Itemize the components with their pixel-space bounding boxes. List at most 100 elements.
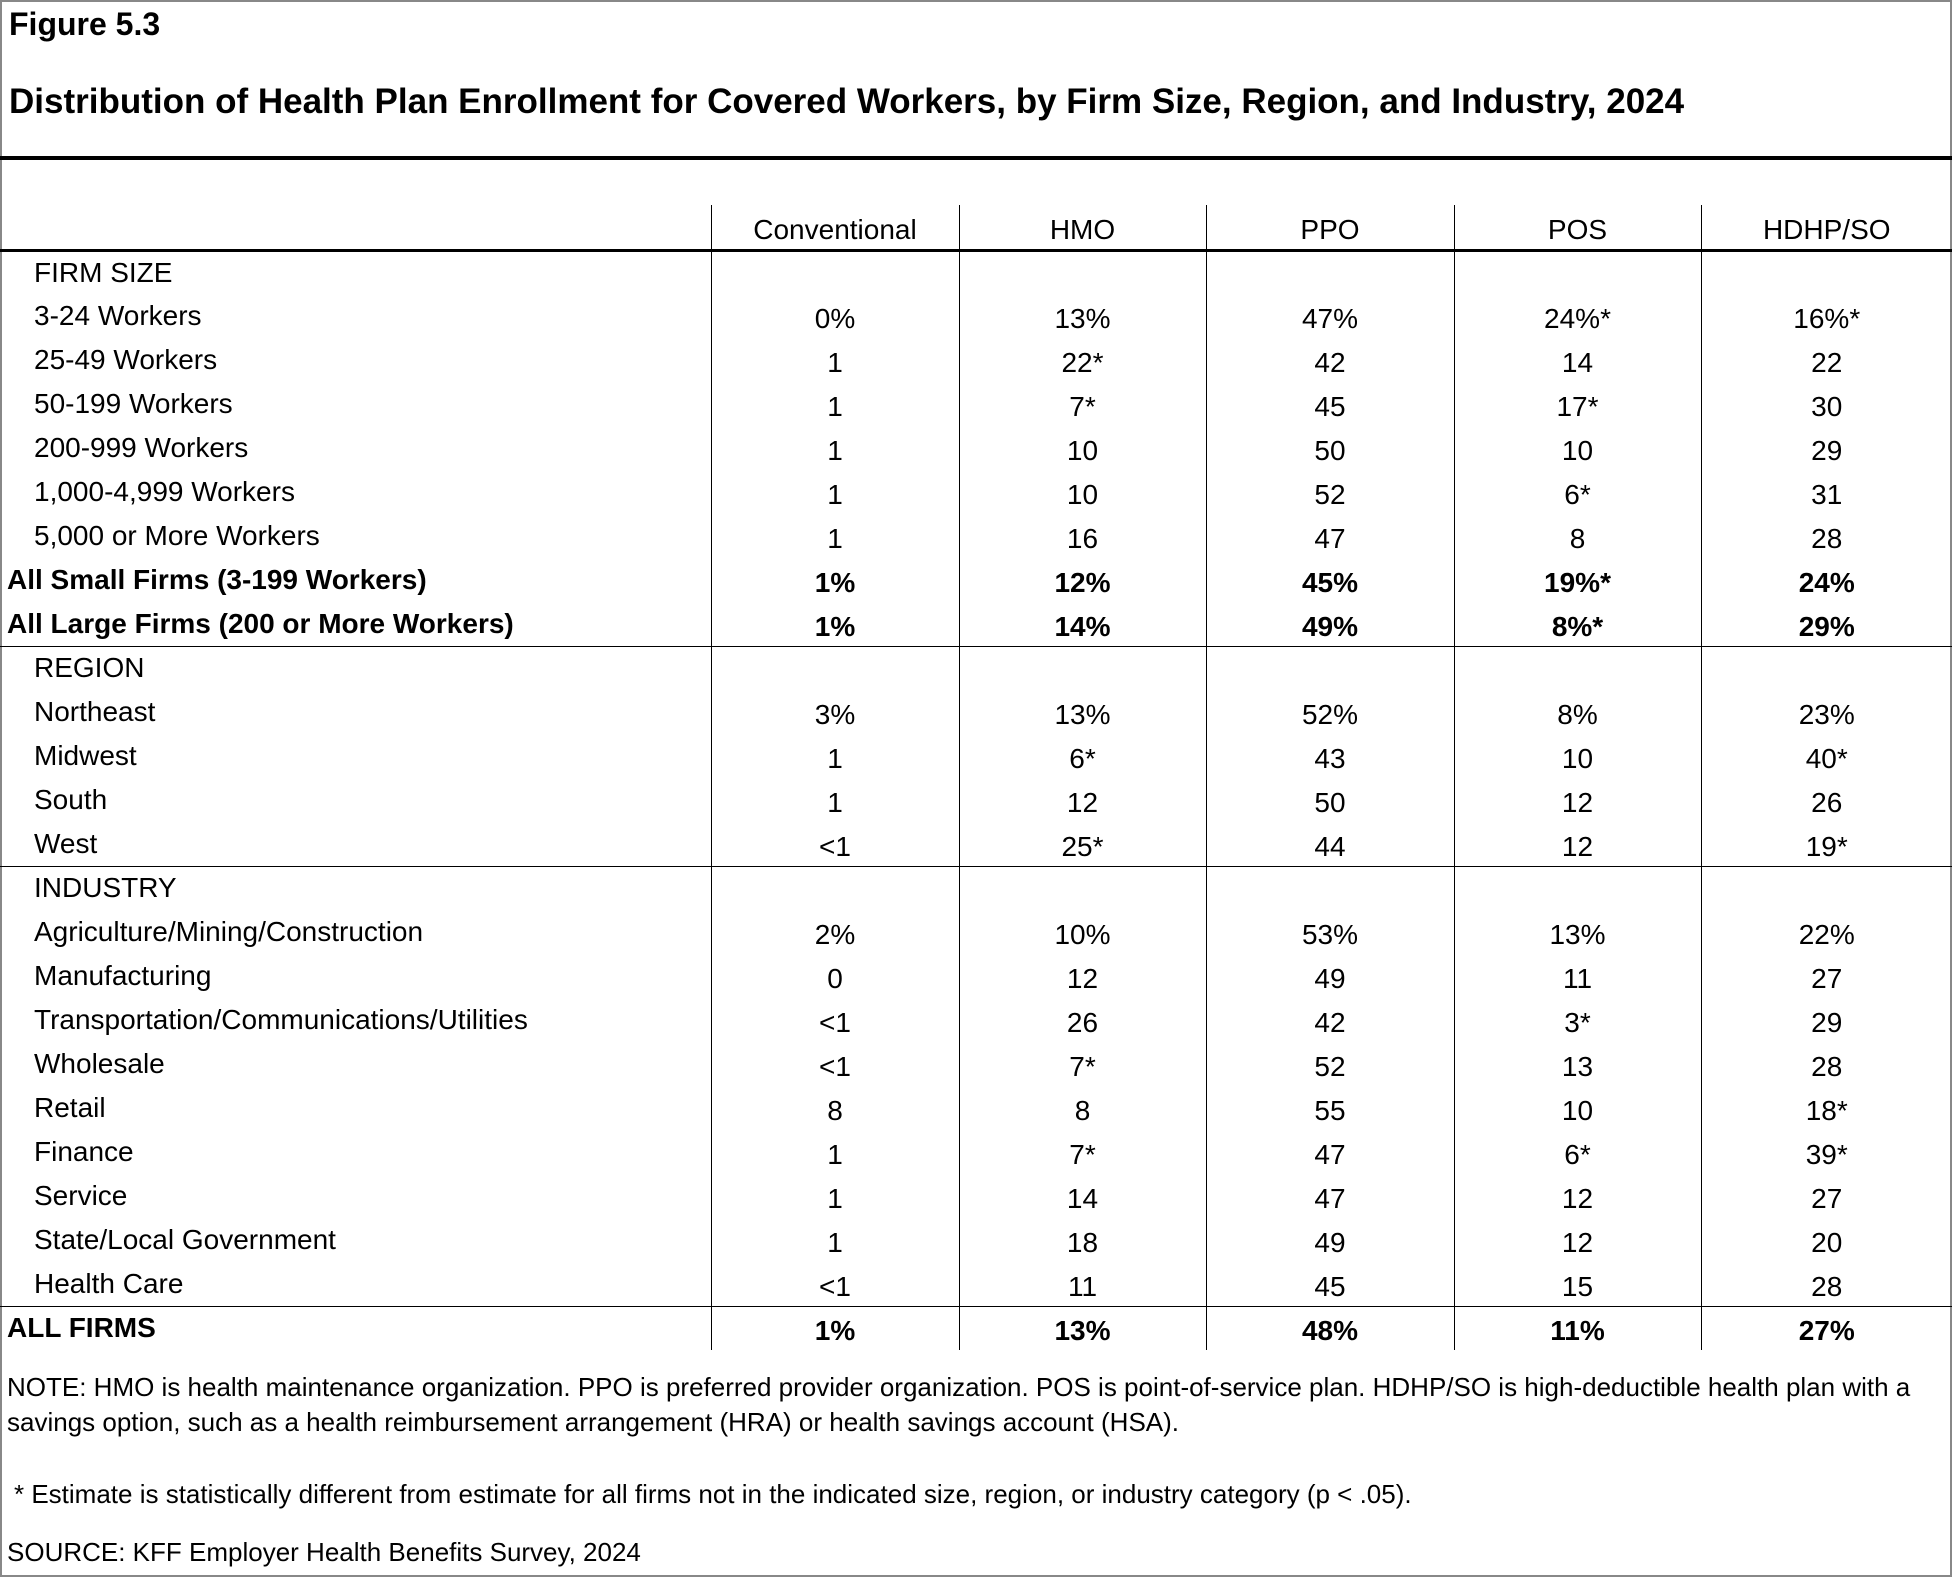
row-label: 50-199 Workers (34, 388, 233, 419)
cell-value: 13 (1453, 1042, 1701, 1086)
cell-value: 12 (1453, 1174, 1701, 1218)
cell-value: 17* (1453, 382, 1701, 426)
cell-value: 26 (958, 998, 1206, 1042)
cell-value: 12 (1453, 778, 1701, 822)
cell-value: 42 (1205, 338, 1454, 382)
row-label: State/Local Government (34, 1224, 336, 1255)
cell-value: 0% (710, 294, 959, 338)
table-row: All Small Firms (3-199 Workers) 1% 12% 45% 1… (0, 558, 1952, 602)
cell-value: 8 (710, 1086, 959, 1130)
cell-value (1205, 250, 1454, 294)
column-header: Conventional (710, 205, 959, 252)
cell-value: 28 (1700, 1262, 1952, 1306)
cell-value: 52 (1205, 1042, 1454, 1086)
cell-value: 40* (1700, 734, 1952, 778)
row-label: Wholesale (34, 1048, 165, 1079)
section-header-row: FIRM SIZE (0, 250, 1952, 294)
cell-value (1453, 865, 1701, 910)
cell-value: 49 (1205, 954, 1454, 998)
cell-value: 3* (1453, 998, 1701, 1042)
cell-value: 28 (1700, 1042, 1952, 1086)
table-row: Wholesale <1 7* 52 13 28 (0, 1042, 1952, 1086)
cell-value: 55 (1205, 1086, 1454, 1130)
cell-value: 8 (958, 1086, 1206, 1130)
cell-value: 45% (1205, 558, 1454, 602)
cell-value (1700, 645, 1952, 690)
table-row: 5,000 or More Workers 1 16 47 8 28 (0, 514, 1952, 558)
cell-value: 13% (1453, 910, 1701, 954)
table-row: ALL FIRMS 1% 13% 48% 11% 27% (0, 1305, 1952, 1350)
cell-value: 12 (1453, 822, 1701, 866)
table-header-row: Conventional HMO PPO POS HDHP/SO (0, 205, 1952, 252)
cell-value: 45 (1205, 382, 1454, 426)
cell-value: 50 (1205, 426, 1454, 470)
cell-value: 10 (958, 426, 1206, 470)
cell-value: 11 (1453, 954, 1701, 998)
cell-value: 39* (1700, 1130, 1952, 1174)
table-row: Health Care <1 11 45 15 28 (0, 1262, 1952, 1306)
row-label: South (34, 784, 108, 815)
cell-value: 1 (710, 514, 959, 558)
table-row: Midwest 1 6* 43 10 40* (0, 734, 1952, 778)
row-label: West (34, 827, 98, 859)
column-header: HMO (958, 205, 1206, 252)
table-row: Retail 8 8 55 10 18* (0, 1086, 1952, 1130)
table-row: Transportation/Communications/Utilities <… (0, 998, 1952, 1042)
cell-value: 24% (1700, 558, 1952, 602)
row-label: All Small Firms (3-199 Workers) (7, 564, 427, 595)
cell-value: 13% (958, 690, 1206, 734)
cell-value: 1% (710, 1305, 959, 1350)
cell-value (710, 865, 959, 910)
cell-value: 2% (710, 910, 959, 954)
cell-value: 19* (1700, 822, 1952, 866)
cell-value (1453, 250, 1701, 294)
row-label: Manufacturing (34, 960, 212, 991)
cell-value: 47 (1205, 514, 1454, 558)
row-label: Service (34, 1180, 128, 1211)
cell-value: 16 (958, 514, 1206, 558)
table-row: Northeast 3% 13% 52% 8% 23% (0, 690, 1952, 734)
table-row: 1,000-4,999 Workers 1 10 52 6* 31 (0, 470, 1952, 514)
row-label: 25-49 Workers (34, 344, 218, 375)
cell-value: 10 (958, 470, 1206, 514)
row-label: Retail (34, 1092, 106, 1123)
cell-value: 3% (710, 690, 959, 734)
row-label: FIRM SIZE (34, 256, 173, 288)
cell-value: 1 (710, 338, 959, 382)
cell-value (710, 250, 959, 294)
enrollment-table: Conventional HMO PPO POS HDHP/SO FIRM SIZE 3-… (0, 205, 1952, 1350)
table-row: Agriculture/Mining/Construction 2% 10% 53% 1… (0, 910, 1952, 954)
row-label: All Large Firms (200 or More Workers) (7, 607, 514, 639)
cell-value: 8 (1453, 514, 1701, 558)
cell-value: 7* (958, 382, 1206, 426)
cell-value: 26 (1700, 778, 1952, 822)
cell-value: 14% (958, 602, 1206, 646)
note-text: NOTE: HMO is health maintenance organiza… (7, 1372, 1911, 1437)
cell-value: 12 (958, 954, 1206, 998)
row-label: 1,000-4,999 Workers (34, 476, 295, 507)
row-label: 200-999 Workers (34, 432, 249, 463)
cell-value: 6* (958, 734, 1206, 778)
figure-number: Figure 5.3 (9, 6, 161, 42)
row-label: REGION (0, 645, 711, 690)
cell-value: 7* (958, 1042, 1206, 1086)
row-label: 3-24 Workers (34, 300, 202, 331)
cell-value: 6* (1453, 1130, 1701, 1174)
cell-value: 8% (1453, 690, 1701, 734)
row-label: Transportation/Communications/Utilities (34, 1004, 528, 1035)
row-label: Midwest (34, 740, 137, 771)
cell-value (1453, 645, 1701, 690)
cell-value: 43 (1205, 734, 1454, 778)
cell-value: 48% (1205, 1305, 1454, 1350)
row-label: INDUSTRY (0, 865, 711, 910)
section-header-row: INDUSTRY (0, 865, 1952, 910)
row-label: ALL FIRMS (0, 1305, 711, 1350)
row-label: Finance (34, 1136, 134, 1167)
cell-value: 45 (1205, 1262, 1454, 1306)
cell-value: 27% (1700, 1305, 1952, 1350)
cell-value: 49% (1205, 602, 1454, 646)
cell-value: 1 (710, 1130, 959, 1174)
cell-value: 52 (1205, 470, 1454, 514)
cell-value: <1 (710, 998, 959, 1042)
cell-value (958, 645, 1206, 690)
